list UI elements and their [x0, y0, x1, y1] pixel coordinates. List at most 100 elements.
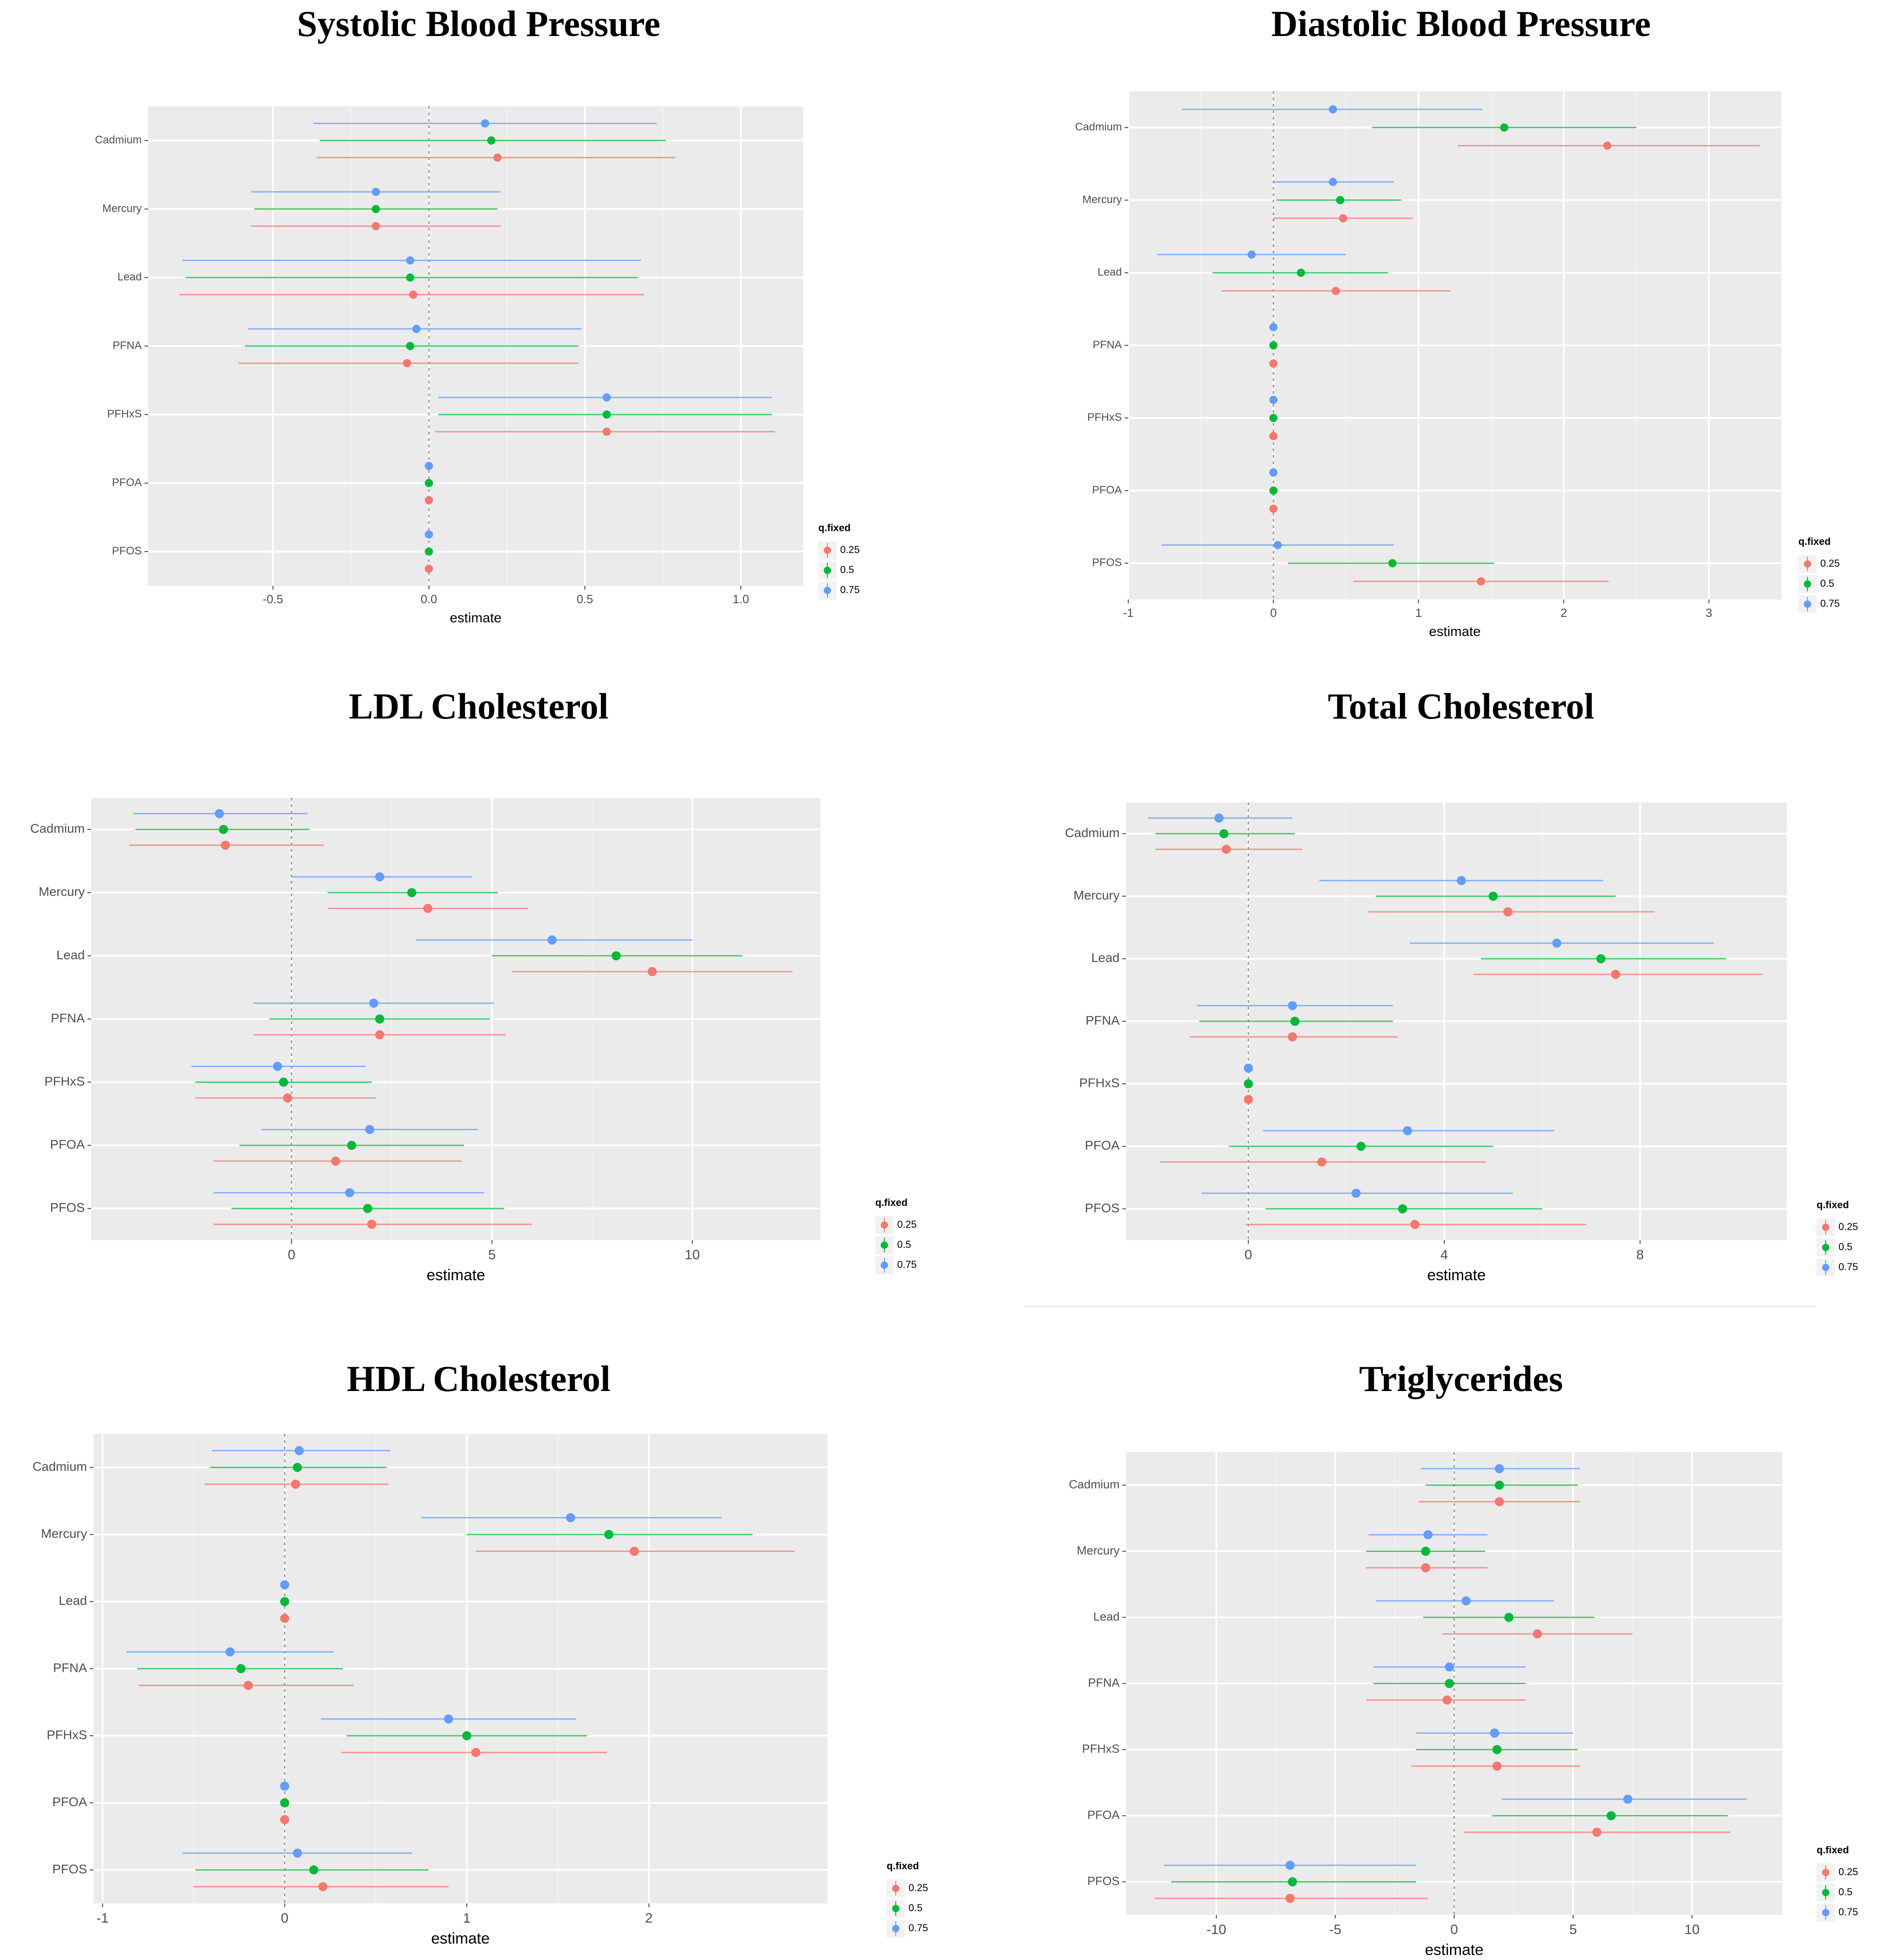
y-tick-label: Cadmium	[95, 134, 142, 146]
estimate-point	[375, 872, 384, 882]
y-tick-label: PFOS	[1085, 1201, 1120, 1215]
estimate-point	[280, 1815, 289, 1825]
x-tick-label: 1	[463, 1911, 471, 1926]
y-tick-label: Mercury	[41, 1526, 87, 1541]
estimate-point	[1421, 1563, 1430, 1572]
legend-key-point	[881, 1221, 888, 1229]
estimate-point	[602, 393, 611, 402]
legend-label: 0.5	[1838, 1241, 1853, 1252]
legend-label: 0.5	[897, 1239, 911, 1250]
y-tick-label: PFOS	[1087, 1874, 1120, 1888]
y-tick-label: Cadmium	[30, 822, 85, 836]
estimate-point	[1461, 1596, 1471, 1606]
legend-label: 0.75	[840, 584, 860, 595]
estimate-point	[1329, 105, 1337, 114]
x-tick-label: 2	[645, 1911, 653, 1926]
estimate-point	[424, 530, 433, 539]
chart-title: HDL Cholesterol	[346, 1359, 611, 1399]
legend-key-point	[1822, 1869, 1829, 1876]
y-tick-label: PFNA	[53, 1660, 87, 1675]
x-tick-label: 0	[1270, 606, 1276, 620]
estimate-point	[1244, 1063, 1253, 1073]
estimate-point	[1244, 1095, 1253, 1104]
legend-key-point	[892, 1885, 899, 1892]
x-axis-label: estimate	[1425, 1941, 1484, 1959]
y-tick-label: Mercury	[1077, 1543, 1120, 1557]
estimate-point	[1490, 1728, 1499, 1738]
estimate-point	[372, 222, 380, 230]
estimate-point	[424, 547, 433, 556]
estimate-point	[1410, 1220, 1420, 1229]
x-tick-label: 5	[1570, 1922, 1577, 1937]
estimate-point	[1398, 1204, 1407, 1214]
estimate-point	[1269, 504, 1278, 513]
estimate-point	[1495, 1464, 1504, 1474]
estimate-point	[280, 1781, 289, 1791]
y-tick-label: Cadmium	[32, 1459, 87, 1474]
estimate-point	[1288, 1032, 1297, 1042]
estimate-point	[412, 325, 421, 333]
chart-title: Systolic Blood Pressure	[297, 4, 661, 44]
estimate-point	[1317, 1157, 1327, 1167]
estimate-point	[1269, 468, 1278, 477]
y-tick-label: Mercury	[1074, 888, 1120, 902]
legend-title: q.fixed	[1817, 1199, 1849, 1210]
estimate-point	[1351, 1189, 1361, 1198]
estimate-point	[1288, 1877, 1297, 1887]
legend-title: q.fixed	[818, 522, 851, 533]
legend-label: 0.25	[909, 1882, 928, 1893]
x-tick-label: 0.0	[421, 592, 437, 606]
y-tick-label: Cadmium	[1069, 1477, 1120, 1491]
estimate-point	[372, 187, 380, 196]
estimate-point	[630, 1546, 639, 1556]
y-tick-label: PFNA	[113, 339, 142, 352]
estimate-point	[1596, 954, 1606, 963]
legend-key-point	[881, 1241, 888, 1249]
estimate-point	[1290, 1017, 1300, 1026]
legend-key-point	[881, 1262, 888, 1269]
estimate-point	[444, 1714, 454, 1724]
estimate-point	[1503, 907, 1513, 916]
estimate-point	[347, 1141, 356, 1150]
estimate-point	[273, 1061, 282, 1071]
estimate-point	[1296, 269, 1305, 277]
estimate-point	[367, 1220, 377, 1229]
estimate-point	[1219, 829, 1229, 838]
estimate-point	[424, 496, 433, 505]
estimate-point	[604, 1530, 614, 1539]
x-tick-label: -1	[97, 1911, 109, 1926]
estimate-point	[1247, 250, 1256, 259]
y-tick-label: PFHxS	[1079, 1076, 1120, 1090]
legend-key-point	[892, 1905, 899, 1912]
x-tick-label: 3	[1706, 606, 1712, 620]
x-tick-label: 0.5	[577, 592, 593, 606]
legend-title: q.fixed	[1817, 1844, 1849, 1856]
x-axis-label: estimate	[1427, 1267, 1486, 1284]
y-tick-label: PFHxS	[107, 408, 142, 420]
estimate-point	[1356, 1142, 1366, 1151]
y-tick-label: PFNA	[1085, 1013, 1120, 1027]
y-tick-label: PFHxS	[44, 1074, 85, 1088]
estimate-point	[1552, 938, 1562, 948]
x-tick-label: 1.0	[733, 592, 749, 606]
estimate-point	[1269, 359, 1278, 368]
estimate-point	[424, 564, 433, 573]
x-tick-label: 2	[1560, 606, 1567, 620]
legend-key-point	[1822, 1244, 1829, 1251]
y-tick-label: PFHxS	[1087, 411, 1122, 424]
y-tick-label: Cadmium	[1075, 121, 1122, 133]
chart-title: LDL Cholesterol	[349, 687, 609, 727]
x-tick-label: -10	[1207, 1922, 1226, 1937]
estimate-point	[1332, 287, 1340, 295]
y-tick-label: PFOA	[1087, 1808, 1120, 1821]
estimate-point	[1222, 844, 1231, 854]
legend-label: 0.5	[840, 564, 854, 575]
estimate-point	[375, 1014, 384, 1024]
x-tick-label: 0	[1451, 1922, 1458, 1937]
legend-key-point	[1804, 560, 1811, 568]
estimate-point	[1495, 1497, 1504, 1506]
estimate-point	[280, 1798, 289, 1808]
legend-label: 0.75	[1820, 598, 1840, 609]
estimate-point	[1269, 341, 1278, 350]
x-tick-label: 1	[1415, 606, 1422, 620]
